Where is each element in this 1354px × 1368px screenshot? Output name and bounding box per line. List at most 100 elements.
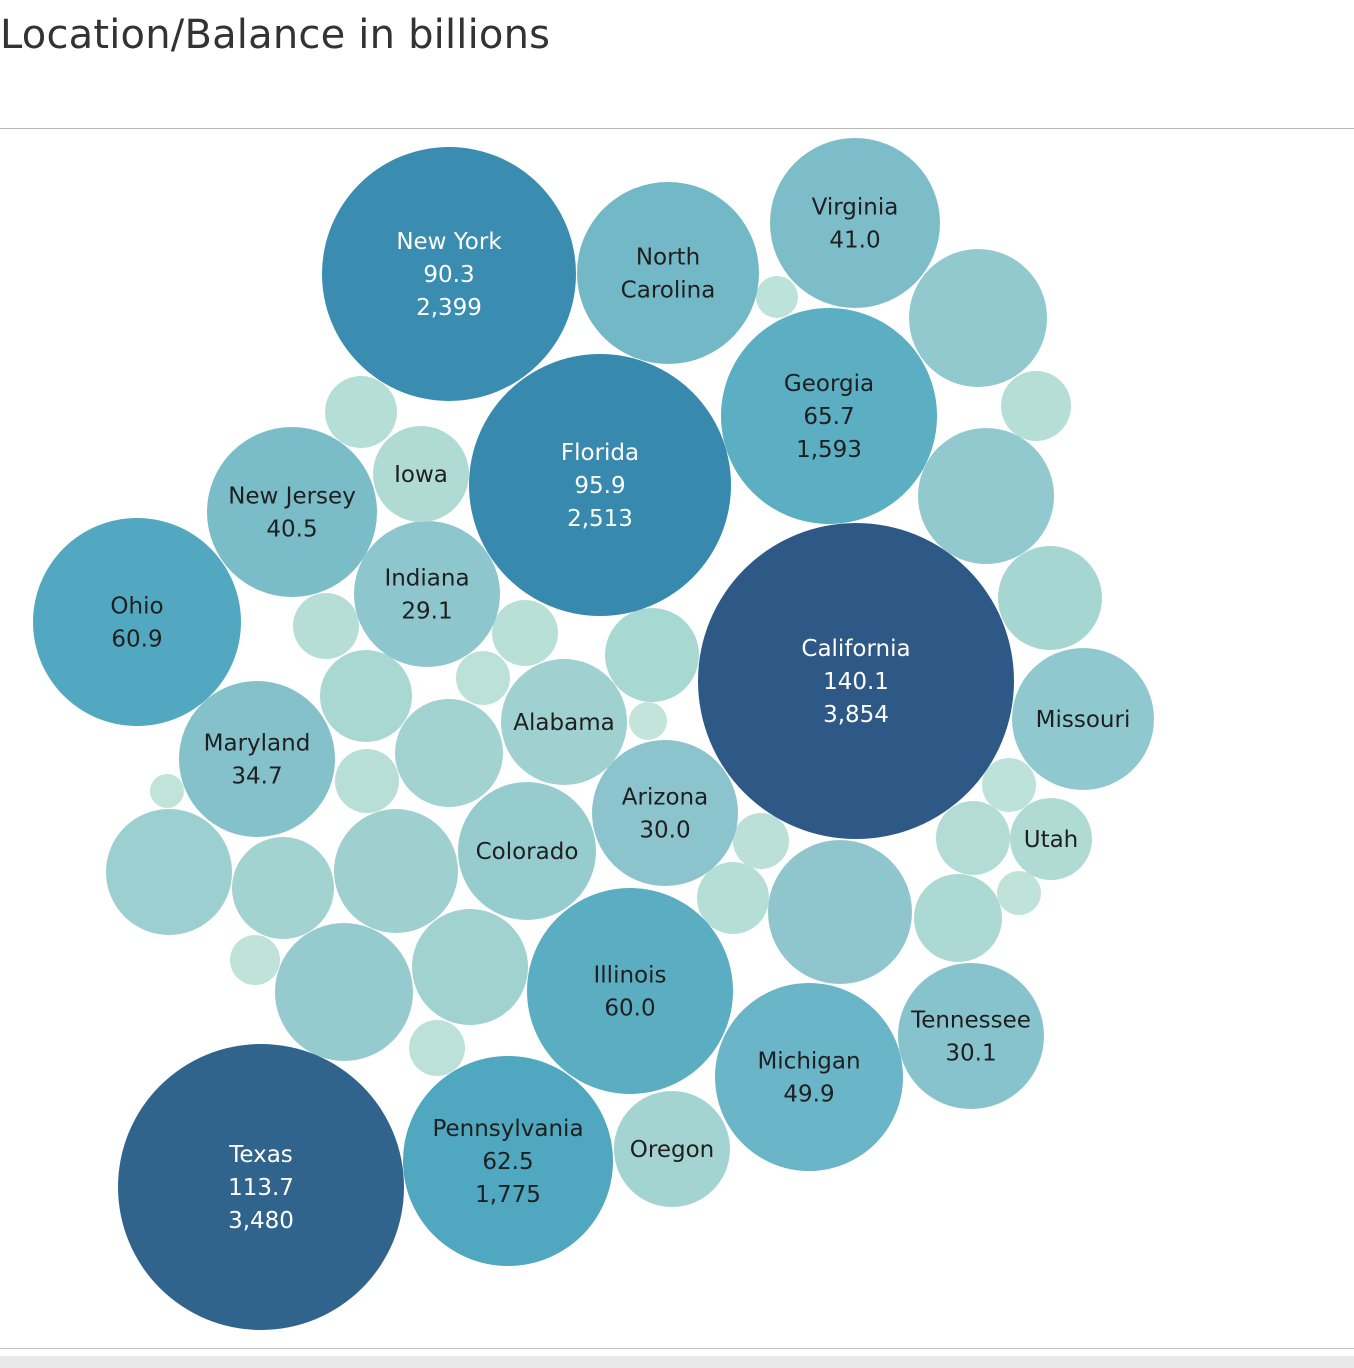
bubble-missouri[interactable]: Missouri: [1012, 648, 1154, 790]
bubble-unlabeled[interactable]: [733, 813, 789, 869]
bubble-count: 3,854: [823, 702, 889, 728]
bubble-unlabeled[interactable]: [998, 546, 1102, 650]
bubble-tennessee[interactable]: Tennessee 30.1: [898, 963, 1044, 1109]
bubble-michigan[interactable]: Michigan 49.9: [715, 983, 903, 1171]
bubble-ohio[interactable]: Ohio 60.9: [33, 518, 241, 726]
bubble-unlabeled[interactable]: [106, 809, 232, 935]
bubble-colorado[interactable]: Colorado: [458, 782, 596, 920]
bubble-utah-circle[interactable]: [1010, 798, 1092, 880]
bubble-north-carolina-circle[interactable]: [577, 182, 759, 364]
bubble-unlabeled[interactable]: [232, 837, 334, 939]
bubble-value: 140.1: [823, 669, 889, 695]
footer-divider: [0, 1348, 1354, 1349]
bubble-texas-circle[interactable]: [118, 1044, 404, 1330]
bubble-florida[interactable]: Florida 95.9 2,513: [469, 354, 731, 616]
bubble-arizona[interactable]: Arizona 30.0: [592, 740, 738, 886]
bubble-unlabeled[interactable]: [275, 923, 413, 1061]
bubble-value: 29.1: [401, 599, 452, 625]
bubble-unlabeled[interactable]: [909, 249, 1047, 387]
bubble-label: Missouri: [1036, 707, 1131, 733]
bubble-label: North: [636, 245, 700, 271]
bubble-value: 30.0: [639, 818, 690, 844]
bubble-georgia-circle[interactable]: [721, 308, 937, 524]
bubble-oregon-circle[interactable]: [614, 1091, 730, 1207]
bubble-unlabeled[interactable]: [230, 935, 280, 985]
bubble-label: New York: [396, 229, 502, 255]
bubble-utah[interactable]: Utah: [1010, 798, 1092, 880]
bubble-label: Carolina: [621, 278, 716, 304]
bubble-missouri-circle[interactable]: [1012, 648, 1154, 790]
bubble-ohio-circle[interactable]: [33, 518, 241, 726]
bubble-unlabeled[interactable]: [325, 376, 397, 448]
bubble-alabama[interactable]: Alabama: [501, 659, 627, 785]
bubble-label: Texas: [228, 1142, 293, 1168]
bubble-georgia[interactable]: Georgia 65.7 1,593: [721, 308, 937, 524]
bubble-unlabeled[interactable]: [997, 871, 1041, 915]
bubble-new-york-circle[interactable]: [322, 147, 576, 401]
bubble-unlabeled[interactable]: [605, 608, 699, 702]
bubble-pennsylvania[interactable]: Pennsylvania 62.5 1,775: [403, 1056, 613, 1266]
bubble-value: 95.9: [574, 473, 625, 499]
bubble-unlabeled[interactable]: [1001, 371, 1071, 441]
bubble-alabama-circle[interactable]: [501, 659, 627, 785]
bubble-iowa-circle[interactable]: [373, 426, 469, 522]
bubble-maryland[interactable]: Maryland 34.7: [179, 681, 335, 837]
bubble-unlabeled[interactable]: [914, 874, 1002, 962]
bubble-label: Utah: [1024, 827, 1079, 853]
bubble-value: 113.7: [228, 1175, 294, 1201]
bubble-value: 30.1: [945, 1041, 996, 1067]
bubble-unlabeled[interactable]: [697, 862, 769, 934]
bubble-arizona-circle[interactable]: [592, 740, 738, 886]
bubble-tennessee-circle[interactable]: [898, 963, 1044, 1109]
bubble-unlabeled[interactable]: [982, 758, 1036, 812]
bubble-unlabeled[interactable]: [412, 909, 528, 1025]
bubble-label: Illinois: [594, 963, 667, 989]
bubble-unlabeled[interactable]: [334, 809, 458, 933]
bubble-label: Michigan: [757, 1049, 860, 1075]
bubble-pennsylvania-circle[interactable]: [403, 1056, 613, 1266]
bubble-unlabeled[interactable]: [936, 801, 1010, 875]
bubble-label: New Jersey: [228, 484, 356, 510]
bubble-unlabeled[interactable]: [335, 749, 399, 813]
bubble-florida-circle[interactable]: [469, 354, 731, 616]
bubble-unlabeled[interactable]: [918, 428, 1054, 564]
bubble-indiana-circle[interactable]: [354, 521, 500, 667]
bubble-maryland-circle[interactable]: [179, 681, 335, 837]
bubble-value: 65.7: [803, 404, 854, 430]
bubble-unlabeled[interactable]: [409, 1020, 465, 1076]
bubble-value: 60.9: [111, 627, 162, 653]
bubble-unlabeled[interactable]: [768, 840, 912, 984]
bubble-indiana[interactable]: Indiana 29.1: [354, 521, 500, 667]
bubble-north-carolina[interactable]: North Carolina: [577, 182, 759, 364]
bubble-new-york[interactable]: New York 90.3 2,399: [322, 147, 576, 401]
bubble-label: Maryland: [204, 731, 311, 757]
bubble-new-jersey-circle[interactable]: [207, 427, 377, 597]
bubble-unlabeled[interactable]: [395, 699, 503, 807]
bubble-label: Florida: [561, 440, 639, 466]
bubble-virginia[interactable]: Virginia 41.0: [770, 138, 940, 308]
bubble-texas[interactable]: Texas 113.7 3,480: [118, 1044, 404, 1330]
bubble-unlabeled[interactable]: [756, 276, 798, 318]
bubble-california-circle[interactable]: [698, 523, 1014, 839]
bubble-label: Virginia: [812, 195, 899, 221]
bubble-colorado-circle[interactable]: [458, 782, 596, 920]
bubble-california[interactable]: California 140.1 3,854: [698, 523, 1014, 839]
bubble-iowa[interactable]: Iowa: [373, 426, 469, 522]
bubble-count: 1,593: [796, 437, 862, 463]
bubble-new-jersey[interactable]: New Jersey 40.5: [207, 427, 377, 597]
bubble-unlabeled[interactable]: [456, 651, 510, 705]
bubble-unlabeled[interactable]: [150, 774, 184, 808]
bubble-unlabeled[interactable]: [293, 593, 359, 659]
bubble-michigan-circle[interactable]: [715, 983, 903, 1171]
bubble-label: Ohio: [110, 594, 163, 620]
bubble-label: Arizona: [622, 785, 708, 811]
bubble-unlabeled[interactable]: [629, 702, 667, 740]
bubble-virginia-circle[interactable]: [770, 138, 940, 308]
bubble-illinois[interactable]: Illinois 60.0: [527, 888, 733, 1094]
bubble-illinois-circle[interactable]: [527, 888, 733, 1094]
bubble-oregon[interactable]: Oregon: [614, 1091, 730, 1207]
bubble-label: Oregon: [630, 1137, 714, 1163]
bubble-unlabeled[interactable]: [492, 600, 558, 666]
chart-title: Location/Balance in billions: [0, 12, 551, 58]
bubble-unlabeled[interactable]: [320, 650, 412, 742]
